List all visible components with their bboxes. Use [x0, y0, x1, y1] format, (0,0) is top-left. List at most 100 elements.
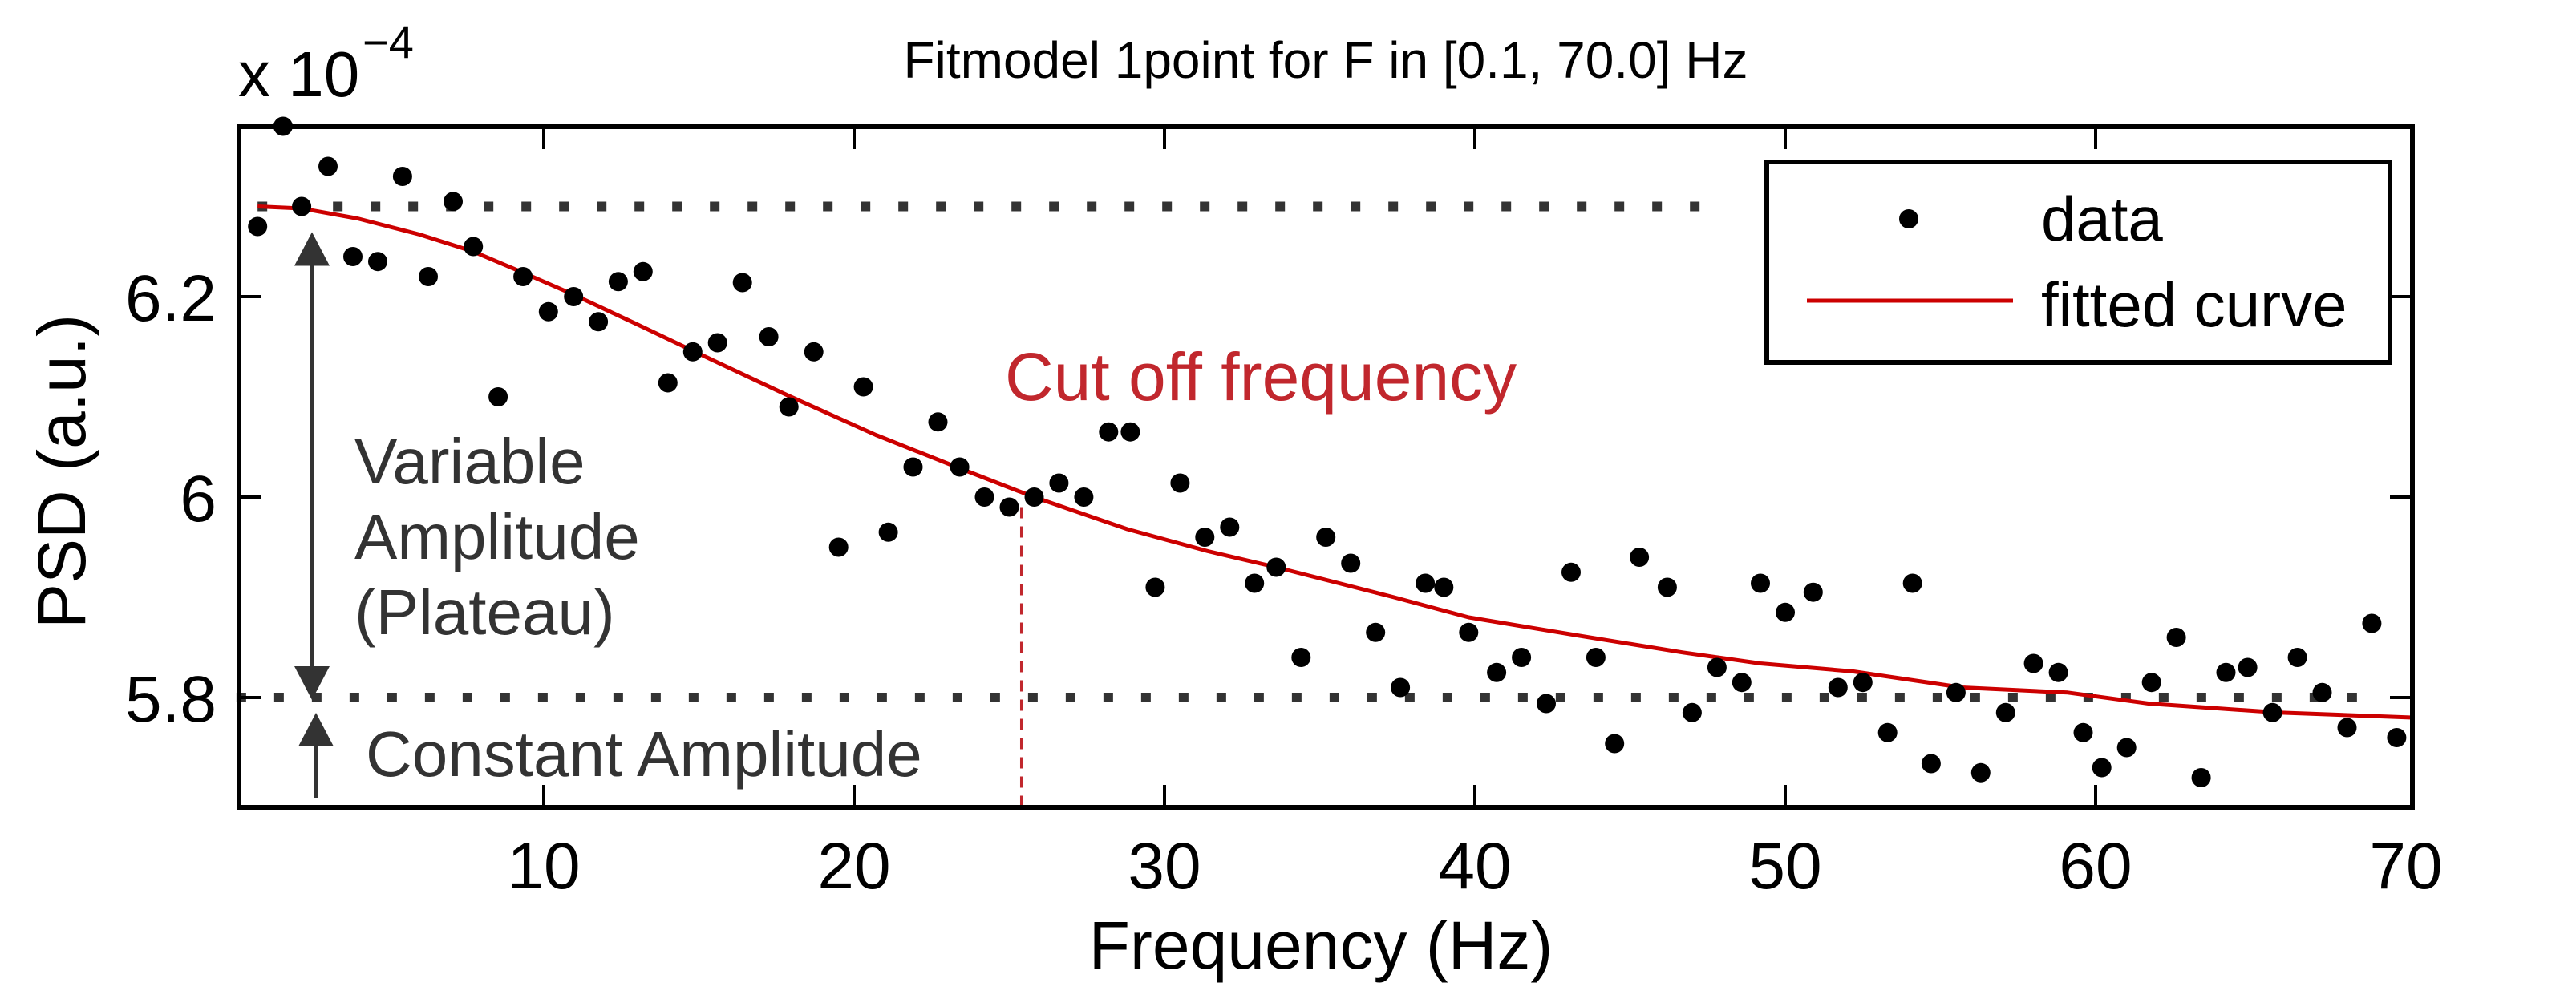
data-point: [1487, 662, 1507, 682]
x-tick-label: 60: [2059, 830, 2132, 903]
data-point: [2216, 662, 2236, 682]
y-multiplier-exponent: −4: [363, 17, 414, 67]
data-point: [2073, 722, 2093, 742]
data-point: [828, 537, 849, 557]
data-point: [538, 301, 558, 322]
x-tick-label: 20: [817, 830, 890, 903]
legend: data fitted curve: [1764, 160, 2392, 365]
legend-data-marker: [1899, 209, 1918, 228]
data-point: [1220, 517, 1240, 537]
data-point: [878, 522, 898, 542]
data-point: [804, 342, 824, 362]
x-axis-label: Frequency (Hz): [1089, 908, 1553, 983]
data-point: [1902, 573, 1922, 593]
data-point: [2141, 673, 2161, 693]
data-point: [2092, 758, 2112, 778]
data-point: [1074, 487, 1094, 507]
data-point: [392, 167, 412, 186]
data-point: [1853, 673, 1873, 693]
data-point: [1024, 487, 1044, 507]
data-point: [779, 397, 799, 417]
data-point: [1605, 734, 1625, 754]
data-point: [2048, 662, 2068, 682]
data-point: [368, 252, 387, 272]
data-point: [1707, 657, 1727, 677]
data-points-layer: [248, 116, 2407, 787]
data-point: [2262, 702, 2282, 722]
data-point: [1803, 582, 1823, 602]
data-point: [2287, 648, 2307, 667]
data-point: [1921, 754, 1941, 774]
data-point: [1459, 622, 1479, 642]
data-point: [419, 267, 438, 286]
data-point: [2387, 728, 2407, 747]
data-point: [2166, 628, 2186, 647]
data-point: [2312, 682, 2332, 702]
data-point: [1120, 422, 1140, 442]
fitted-curve-line: [257, 204, 2412, 720]
data-point: [564, 287, 584, 306]
data-point: [928, 412, 948, 432]
constant-arrow-head-icon: [298, 713, 334, 746]
plot-frame: [237, 124, 2415, 810]
data-point: [2023, 653, 2043, 673]
data-point: [589, 312, 609, 332]
data-point: [974, 487, 994, 507]
data-point: [1434, 577, 1454, 597]
data-point: [2238, 657, 2258, 677]
legend-box: [1764, 160, 2392, 365]
data-point: [1341, 553, 1361, 573]
x-tick-label: 50: [1748, 830, 1821, 903]
data-point: [1316, 528, 1336, 547]
data-point: [1970, 762, 1991, 783]
data-point: [444, 192, 463, 212]
x-tick-label: 10: [507, 830, 580, 903]
y-axis-label: PSD (a.u.): [24, 314, 99, 629]
x-tick-label: 70: [2369, 830, 2442, 903]
constant-amplitude-label: Constant Amplitude: [366, 718, 922, 790]
data-point: [1291, 648, 1311, 667]
x-tick-label: 30: [1128, 830, 1201, 903]
y-tick-label: 6.2: [125, 262, 217, 335]
data-point: [513, 267, 533, 286]
y-tick-label: 6: [180, 463, 217, 536]
variable-amplitude-label-line: Amplitude: [354, 501, 640, 572]
annotations-layer: Cut off frequency Variable Amplitude (Plate…: [294, 232, 1517, 798]
data-point: [248, 216, 268, 237]
data-point: [1145, 577, 1165, 597]
data-point: [1995, 702, 2015, 722]
data-point: [1877, 722, 1898, 742]
data-point: [1776, 602, 1795, 622]
data-point: [1170, 473, 1190, 493]
y-multiplier-base: x 10: [238, 38, 359, 110]
data-point: [853, 377, 873, 397]
chart-title: Fitmodel 1point for F in [0.1, 70.0] Hz: [904, 31, 1748, 89]
data-point: [658, 373, 678, 393]
data-point: [608, 272, 628, 292]
cutoff-label: Cut off frequency: [1005, 339, 1517, 415]
variable-amplitude-label-line: Variable: [354, 426, 585, 497]
data-point: [1657, 577, 1677, 597]
data-point: [633, 261, 653, 281]
plateau-arrow-up-head-icon: [294, 232, 330, 266]
data-point: [903, 457, 923, 477]
data-point: [292, 196, 312, 216]
data-point: [1266, 557, 1286, 577]
data-point: [950, 457, 970, 477]
data-point: [1416, 573, 1436, 593]
data-point: [2191, 768, 2211, 787]
legend-label-fitted-curve: fitted curve: [2041, 269, 2347, 340]
data-point: [1682, 702, 1702, 722]
data-point: [2116, 738, 2137, 758]
data-point: [2337, 718, 2357, 738]
data-point: [1391, 677, 1411, 698]
data-point: [318, 156, 338, 176]
data-point: [488, 387, 508, 406]
variable-amplitude-label-line: (Plateau): [354, 576, 615, 648]
data-point: [1946, 682, 1966, 702]
data-point: [1586, 648, 1606, 667]
data-point: [1630, 548, 1650, 567]
plateau-arrow-down-head-icon: [294, 666, 330, 700]
data-point: [1099, 422, 1119, 442]
data-point: [1195, 528, 1215, 547]
